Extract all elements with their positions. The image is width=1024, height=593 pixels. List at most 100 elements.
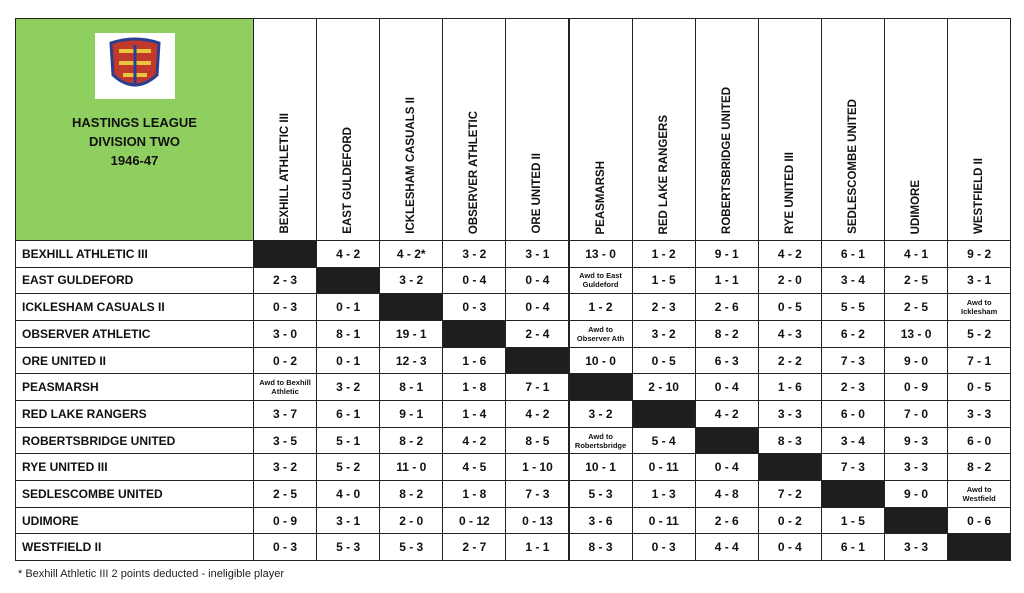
column-label: SEDLESCOMBE UNITED (846, 99, 859, 234)
row-header: OBSERVER ATHLETIC (15, 320, 254, 348)
result-cell: 13 - 0 (568, 240, 633, 268)
result-cell: 8 - 2 (947, 453, 1012, 482)
row-header: ORE UNITED II (15, 346, 254, 375)
result-cell: Awd to Bexhill Athletic (253, 373, 318, 401)
result-cell: 3 - 2 (379, 266, 444, 295)
result-cell: 9 - 1 (379, 400, 444, 428)
result-cell: 3 - 0 (253, 320, 318, 348)
result-cell: 0 - 6 (947, 506, 1012, 535)
result-cell: 5 - 3 (568, 480, 633, 508)
result-cell: 1 - 5 (631, 266, 696, 295)
title-line: HASTINGS LEAGUE (72, 115, 197, 130)
result-cell: 3 - 4 (820, 266, 885, 295)
result-cell: 5 - 4 (631, 426, 696, 455)
result-cell: 1 - 1 (694, 266, 759, 295)
column-label: UDIMORE (910, 179, 923, 234)
result-cell: 8 - 3 (568, 533, 633, 562)
result-cell: 2 - 2 (757, 346, 822, 375)
result-cell: 8 - 1 (379, 373, 444, 401)
blank-cell (884, 506, 949, 535)
crest (94, 33, 175, 99)
result-cell: 0 - 1 (316, 293, 381, 321)
result-cell: 2 - 6 (694, 293, 759, 321)
result-cell: 0 - 11 (631, 506, 696, 535)
result-cell: 4 - 0 (316, 480, 381, 508)
result-cell: 2 - 4 (505, 320, 570, 348)
column-header: RED LAKE RANGERS (631, 18, 696, 241)
result-cell: 2 - 3 (820, 373, 885, 401)
result-cell: 2 - 7 (442, 533, 507, 562)
result-cell: 6 - 1 (820, 533, 885, 562)
result-cell: 2 - 5 (884, 293, 949, 321)
row-header: UDIMORE (15, 506, 254, 535)
row-header: PEASMARSH (15, 373, 254, 401)
result-cell: 6 - 3 (694, 346, 759, 375)
column-label: ICKLESHAM CASUALS II (405, 97, 418, 234)
result-cell: 1 - 2 (568, 293, 633, 321)
result-cell: 4 - 4 (694, 533, 759, 562)
column-label: ROBERTSBRIDGE UNITED (720, 87, 733, 234)
column-label: WESTFIELD II (973, 157, 986, 234)
result-cell: 9 - 2 (947, 240, 1012, 268)
result-cell: 1 - 8 (442, 373, 507, 401)
blank-cell (253, 240, 318, 268)
result-cell: 5 - 2 (316, 453, 381, 482)
result-cell: 9 - 0 (884, 480, 949, 508)
result-cell: 11 - 0 (379, 453, 444, 482)
row-header: RYE UNITED III (15, 453, 254, 482)
result-cell: 4 - 2 (505, 400, 570, 428)
result-cell: 3 - 6 (568, 506, 633, 535)
result-cell: 3 - 2 (253, 453, 318, 482)
result-cell: 3 - 2 (316, 373, 381, 401)
result-cell: 5 - 3 (316, 533, 381, 562)
footnote: * Bexhill Athletic III 2 points deducted… (18, 568, 284, 580)
column-label: PEASMARSH (594, 160, 607, 234)
result-cell: 0 - 9 (884, 373, 949, 401)
result-cell: 4 - 2 (442, 426, 507, 455)
result-cell: 4 - 8 (694, 480, 759, 508)
column-header: ICKLESHAM CASUALS II (379, 18, 444, 241)
result-cell: 2 - 10 (631, 373, 696, 401)
row-header: ROBERTSBRIDGE UNITED (15, 426, 254, 455)
result-cell: 0 - 9 (253, 506, 318, 535)
result-cell: 6 - 0 (820, 400, 885, 428)
result-cell: 1 - 10 (505, 453, 570, 482)
header-cell: HASTINGS LEAGUE DIVISION TWO 1946-47 (15, 18, 254, 241)
result-cell: 3 - 3 (884, 533, 949, 562)
row-header: ICKLESHAM CASUALS II (15, 293, 254, 321)
result-cell: 8 - 2 (379, 480, 444, 508)
column-header: ORE UNITED II (505, 18, 570, 241)
result-cell: 5 - 5 (820, 293, 885, 321)
result-cell: 0 - 3 (253, 533, 318, 562)
title-line: DIVISION TWO (89, 134, 180, 149)
row-header: WESTFIELD II (15, 533, 254, 562)
result-cell: 1 - 1 (505, 533, 570, 562)
blank-cell (947, 533, 1012, 562)
result-cell: 7 - 1 (505, 373, 570, 401)
result-cell: 8 - 3 (757, 426, 822, 455)
result-cell: 2 - 0 (379, 506, 444, 535)
result-cell: 3 - 7 (253, 400, 318, 428)
result-cell: 3 - 3 (947, 400, 1012, 428)
column-label: EAST GULDEFORD (342, 127, 355, 234)
row-header: RED LAKE RANGERS (15, 400, 254, 428)
result-cell: 2 - 5 (253, 480, 318, 508)
column-header: PEASMARSH (568, 18, 633, 241)
column-header: UDIMORE (884, 18, 949, 241)
result-cell: 0 - 4 (694, 373, 759, 401)
result-cell: 3 - 2 (631, 320, 696, 348)
blank-cell (820, 480, 885, 508)
result-cell: 3 - 1 (316, 506, 381, 535)
result-cell: 0 - 12 (442, 506, 507, 535)
result-cell: 3 - 3 (884, 453, 949, 482)
result-cell: 10 - 1 (568, 453, 633, 482)
column-header: SEDLESCOMBE UNITED (820, 18, 885, 241)
result-cell: 12 - 3 (379, 346, 444, 375)
result-cell: 1 - 5 (820, 506, 885, 535)
row-header: EAST GULDEFORD (15, 266, 254, 295)
result-cell: 19 - 1 (379, 320, 444, 348)
blank-cell (757, 453, 822, 482)
result-cell: 7 - 3 (820, 346, 885, 375)
result-cell: 0 - 5 (631, 346, 696, 375)
